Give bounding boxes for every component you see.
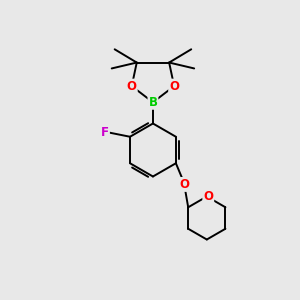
Text: B: B <box>148 96 158 109</box>
Text: O: O <box>127 80 137 93</box>
Text: O: O <box>169 80 179 93</box>
Text: O: O <box>180 178 190 191</box>
Text: O: O <box>203 190 213 203</box>
Text: F: F <box>101 126 109 139</box>
